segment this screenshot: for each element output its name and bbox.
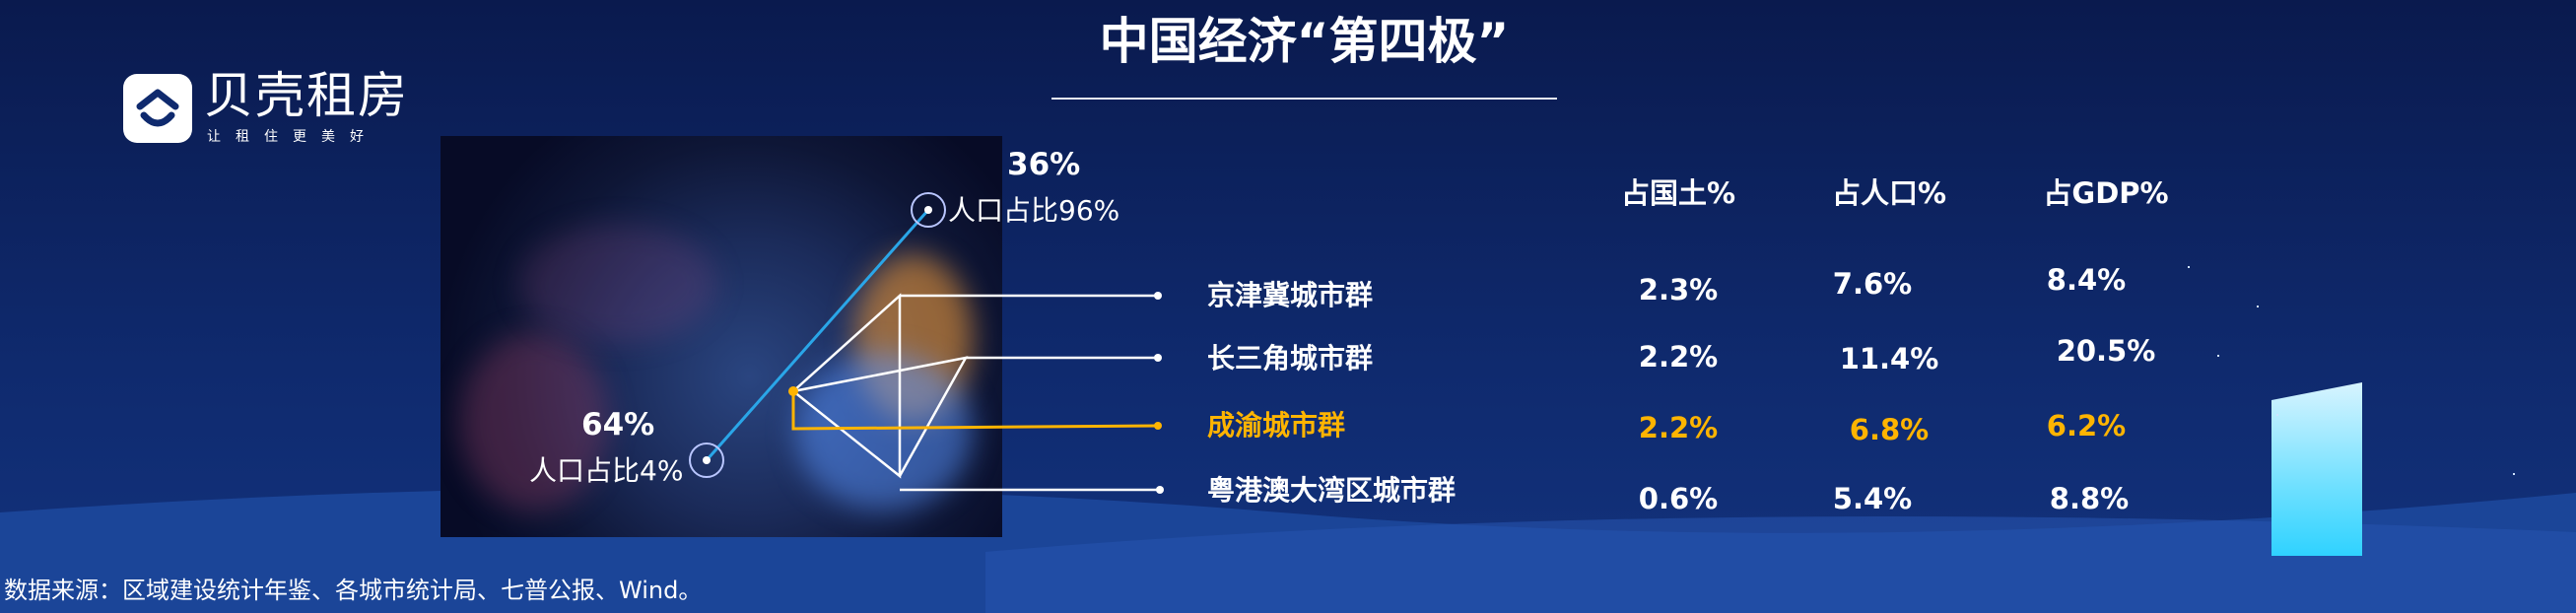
west-population-share: 人口占比4% (529, 454, 684, 487)
logo-slogan: 让租住更美好 (207, 129, 378, 145)
east-area-percent: 36% (1007, 147, 1081, 182)
east-population-share: 人口占比96% (948, 194, 1120, 227)
data-source-note: 数据来源：区域建设统计年鉴、各城市统计局、七普公报、Wind。 (4, 577, 703, 604)
header-gdp-share: 占GDP% (2043, 176, 2169, 210)
title-underline (1051, 98, 1557, 100)
west-area-percent: 64% (581, 407, 655, 443)
population-value: 11.4% (1839, 342, 1939, 375)
gdp-value: 8.4% (2046, 263, 2127, 297)
star (2257, 306, 2259, 307)
decorative-glass-panel (2271, 382, 2362, 556)
star (2513, 473, 2515, 475)
land-value: 2.2% (1638, 340, 1719, 374)
gdp-value: 8.8% (2049, 482, 2130, 515)
star (2188, 266, 2190, 268)
row-label: 成渝城市群 (1207, 409, 1346, 442)
gdp-value: 6.2% (2046, 409, 2127, 443)
land-value: 2.3% (1638, 273, 1719, 306)
land-value: 2.2% (1638, 411, 1719, 444)
star (2276, 414, 2278, 416)
logo-house-icon (123, 74, 192, 143)
population-value: 6.8% (1849, 413, 1930, 446)
row-label: 粤港澳大湾区城市群 (1207, 474, 1457, 507)
population-value: 5.4% (1832, 482, 1913, 515)
population-value: 7.6% (1832, 267, 1913, 301)
page-title: 中国经济“第四极” (1099, 13, 1510, 70)
header-land-share: 占国土% (1620, 176, 1736, 210)
row-label: 京津冀城市群 (1207, 279, 1374, 311)
logo-name: 贝壳租房 (204, 67, 409, 124)
row-label: 长三角城市群 (1207, 342, 1374, 375)
land-value: 0.6% (1638, 482, 1719, 515)
star (2217, 355, 2219, 357)
header-population-share: 占人口% (1831, 176, 1947, 210)
china-night-map (441, 136, 1002, 537)
gdp-value: 20.5% (2056, 334, 2156, 368)
